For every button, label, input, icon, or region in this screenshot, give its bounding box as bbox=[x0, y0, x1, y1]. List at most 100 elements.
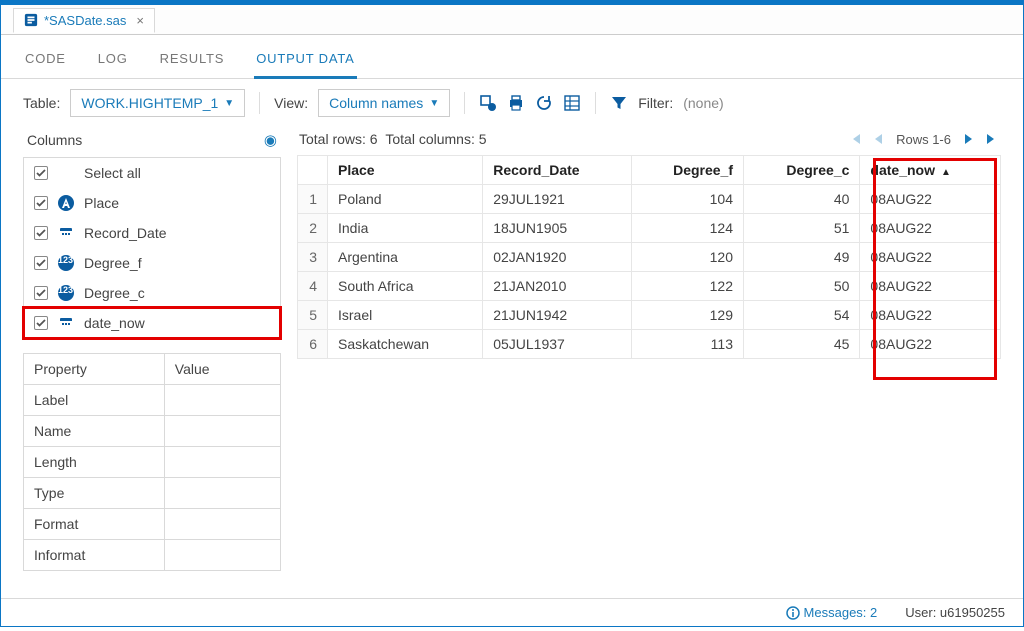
status-bar: Messages: 2 User: u61950255 bbox=[1, 598, 1023, 626]
table-cell: South Africa bbox=[328, 272, 483, 301]
view-label: View: bbox=[274, 95, 308, 111]
column-item[interactable]: Record_Date bbox=[24, 218, 280, 248]
table-row[interactable]: 2India18JUN19051245108AUG22 bbox=[298, 214, 1001, 243]
numeric-type-icon: 123 bbox=[58, 255, 74, 271]
page-first-icon[interactable] bbox=[848, 132, 862, 146]
prop-name: Format bbox=[24, 509, 165, 540]
prop-name: Informat bbox=[24, 540, 165, 571]
info-icon bbox=[786, 606, 800, 620]
sas-program-icon bbox=[24, 13, 38, 27]
close-icon[interactable]: × bbox=[136, 13, 144, 28]
filter-value: (none) bbox=[683, 95, 723, 111]
tab-results[interactable]: RESULTS bbox=[158, 45, 227, 78]
table-cell: 50 bbox=[744, 272, 860, 301]
table-cell: 02JAN1920 bbox=[483, 243, 632, 272]
page-last-icon[interactable] bbox=[985, 132, 999, 146]
column-label: Place bbox=[84, 195, 119, 211]
print-icon[interactable] bbox=[507, 94, 525, 112]
column-item[interactable]: 123Degree_c bbox=[24, 278, 280, 308]
column-header[interactable]: Degree_f bbox=[631, 156, 743, 185]
file-tab[interactable]: *SASDate.sas × bbox=[13, 8, 155, 33]
filter-label: Filter: bbox=[638, 95, 673, 111]
column-label: Degree_f bbox=[84, 255, 142, 271]
toolbar: Table: WORK.HIGHTEMP_1 ▼ View: Column na… bbox=[1, 79, 1023, 127]
prop-name: Name bbox=[24, 416, 165, 447]
data-panel: Total rows: 6 Total columns: 5 Rows 1-6 … bbox=[297, 127, 1001, 571]
column-header[interactable]: Place bbox=[328, 156, 483, 185]
prop-value bbox=[165, 509, 280, 540]
table-cell: 40 bbox=[744, 185, 860, 214]
table-cell: 05JUL1937 bbox=[483, 330, 632, 359]
table-cell: 45 bbox=[744, 330, 860, 359]
messages-link[interactable]: Messages: 2 bbox=[786, 605, 878, 620]
table-cell: 08AUG22 bbox=[860, 330, 1001, 359]
prop-value bbox=[165, 447, 280, 478]
date-type-icon bbox=[58, 315, 74, 331]
table-row[interactable]: 1Poland29JUL19211044008AUG22 bbox=[298, 185, 1001, 214]
table-select[interactable]: WORK.HIGHTEMP_1 ▼ bbox=[70, 89, 245, 117]
column-item[interactable]: date_now bbox=[24, 308, 280, 338]
pager: Rows 1-6 bbox=[848, 132, 999, 147]
page-prev-icon[interactable] bbox=[872, 132, 886, 146]
table-cell: 08AUG22 bbox=[860, 243, 1001, 272]
tab-log[interactable]: LOG bbox=[96, 45, 130, 78]
table-cell: India bbox=[328, 214, 483, 243]
table-cell: Israel bbox=[328, 301, 483, 330]
columns-title: Columns bbox=[27, 132, 82, 148]
export-icon[interactable] bbox=[479, 94, 497, 112]
table-row[interactable]: 6Saskatchewan05JUL19371134508AUG22 bbox=[298, 330, 1001, 359]
table-cell: 120 bbox=[631, 243, 743, 272]
column-item[interactable]: Select all bbox=[24, 158, 280, 188]
file-tab-name: *SASDate.sas bbox=[44, 13, 126, 28]
tab-output-data[interactable]: OUTPUT DATA bbox=[254, 45, 356, 79]
file-tab-bar: *SASDate.sas × bbox=[1, 5, 1023, 35]
table-cell: 08AUG22 bbox=[860, 272, 1001, 301]
column-header[interactable]: date_now▲ bbox=[860, 156, 1001, 185]
checkbox[interactable] bbox=[34, 286, 48, 300]
column-header[interactable]: Degree_c bbox=[744, 156, 860, 185]
user-label: User: u61950255 bbox=[905, 605, 1005, 620]
table-row[interactable]: 4South Africa21JAN20101225008AUG22 bbox=[298, 272, 1001, 301]
char-type-icon bbox=[58, 195, 74, 211]
tab-code[interactable]: CODE bbox=[23, 45, 68, 78]
prop-name: Length bbox=[24, 447, 165, 478]
checkbox[interactable] bbox=[34, 256, 48, 270]
column-item[interactable]: 123 Degree_f bbox=[24, 248, 280, 278]
view-select[interactable]: Column names ▼ bbox=[318, 89, 450, 117]
data-grid: PlaceRecord_DateDegree_fDegree_cdate_now… bbox=[297, 155, 1001, 359]
table-cell: 124 bbox=[631, 214, 743, 243]
checkbox[interactable] bbox=[34, 316, 48, 330]
prop-name: Type bbox=[24, 478, 165, 509]
table-label: Table: bbox=[23, 95, 60, 111]
grid-icon[interactable] bbox=[563, 94, 581, 112]
totals-text: Total rows: 6 Total columns: 5 bbox=[299, 131, 487, 147]
page-next-icon[interactable] bbox=[961, 132, 975, 146]
columns-panel: Columns ◉ Select allPlaceRecord_Date123D… bbox=[23, 127, 281, 571]
table-cell: 18JUN1905 bbox=[483, 214, 632, 243]
table-cell: Saskatchewan bbox=[328, 330, 483, 359]
column-item[interactable]: Place bbox=[24, 188, 280, 218]
prop-value bbox=[165, 416, 280, 447]
column-label: Degree_c bbox=[84, 285, 145, 301]
column-header[interactable]: Record_Date bbox=[483, 156, 632, 185]
table-row[interactable]: 5Israel21JUN19421295408AUG22 bbox=[298, 301, 1001, 330]
table-cell: 49 bbox=[744, 243, 860, 272]
table-cell: 51 bbox=[744, 214, 860, 243]
table-cell: 08AUG22 bbox=[860, 301, 1001, 330]
prop-name: Label bbox=[24, 385, 165, 416]
table-cell: 129 bbox=[631, 301, 743, 330]
prop-value bbox=[165, 478, 280, 509]
table-row[interactable]: 3Argentina02JAN19201204908AUG22 bbox=[298, 243, 1001, 272]
filter-icon[interactable] bbox=[610, 94, 628, 112]
table-cell: 21JAN2010 bbox=[483, 272, 632, 301]
checkbox[interactable] bbox=[34, 166, 48, 180]
nav-tabs: CODE LOG RESULTS OUTPUT DATA bbox=[1, 35, 1023, 79]
table-cell: Poland bbox=[328, 185, 483, 214]
checkbox[interactable] bbox=[34, 226, 48, 240]
collapse-icon[interactable]: ◉ bbox=[264, 131, 277, 149]
table-cell: 54 bbox=[744, 301, 860, 330]
prop-header: Property bbox=[24, 354, 165, 385]
refresh-icon[interactable] bbox=[535, 94, 553, 112]
checkbox[interactable] bbox=[34, 196, 48, 210]
table-cell: Argentina bbox=[328, 243, 483, 272]
